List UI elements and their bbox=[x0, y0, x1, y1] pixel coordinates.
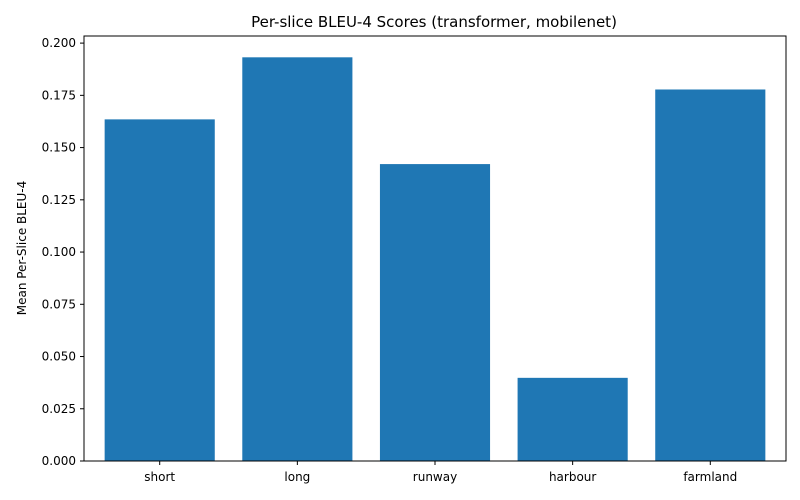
y-tick-label: 0.050 bbox=[42, 350, 76, 364]
bar-runway bbox=[379, 164, 491, 461]
y-tick-label: 0.200 bbox=[42, 36, 76, 50]
y-tick-label: 0.075 bbox=[42, 297, 76, 311]
x-tick-label: harbour bbox=[549, 470, 596, 484]
x-tick-label: runway bbox=[413, 470, 457, 484]
bar-harbour bbox=[517, 377, 628, 461]
y-axis-label: Mean Per-Slice BLEU-4 bbox=[15, 181, 29, 316]
bar-long bbox=[242, 57, 353, 461]
x-tick-label: long bbox=[284, 470, 310, 484]
bar-farmland bbox=[655, 89, 766, 461]
x-tick-label: farmland bbox=[683, 470, 737, 484]
y-tick-label: 0.100 bbox=[42, 245, 76, 259]
x-tick-label: short bbox=[144, 470, 175, 484]
y-tick-label: 0.125 bbox=[42, 193, 76, 207]
chart-title: Per-slice BLEU-4 Scores (transformer, mo… bbox=[251, 13, 617, 31]
y-axis-ticks: 0.000 0.025 0.050 0.075 0.100 0.125 0.150 0.175… bbox=[42, 36, 84, 468]
plot-frame bbox=[83, 35, 787, 462]
bars-group bbox=[104, 57, 766, 461]
bar-short bbox=[104, 119, 215, 461]
y-tick-label: 0.000 bbox=[42, 454, 76, 468]
x-axis-ticks: short long runway harbour farmland bbox=[144, 461, 737, 484]
y-tick-label: 0.025 bbox=[42, 402, 76, 416]
y-tick-label: 0.175 bbox=[42, 88, 76, 102]
y-tick-label: 0.150 bbox=[42, 141, 76, 155]
